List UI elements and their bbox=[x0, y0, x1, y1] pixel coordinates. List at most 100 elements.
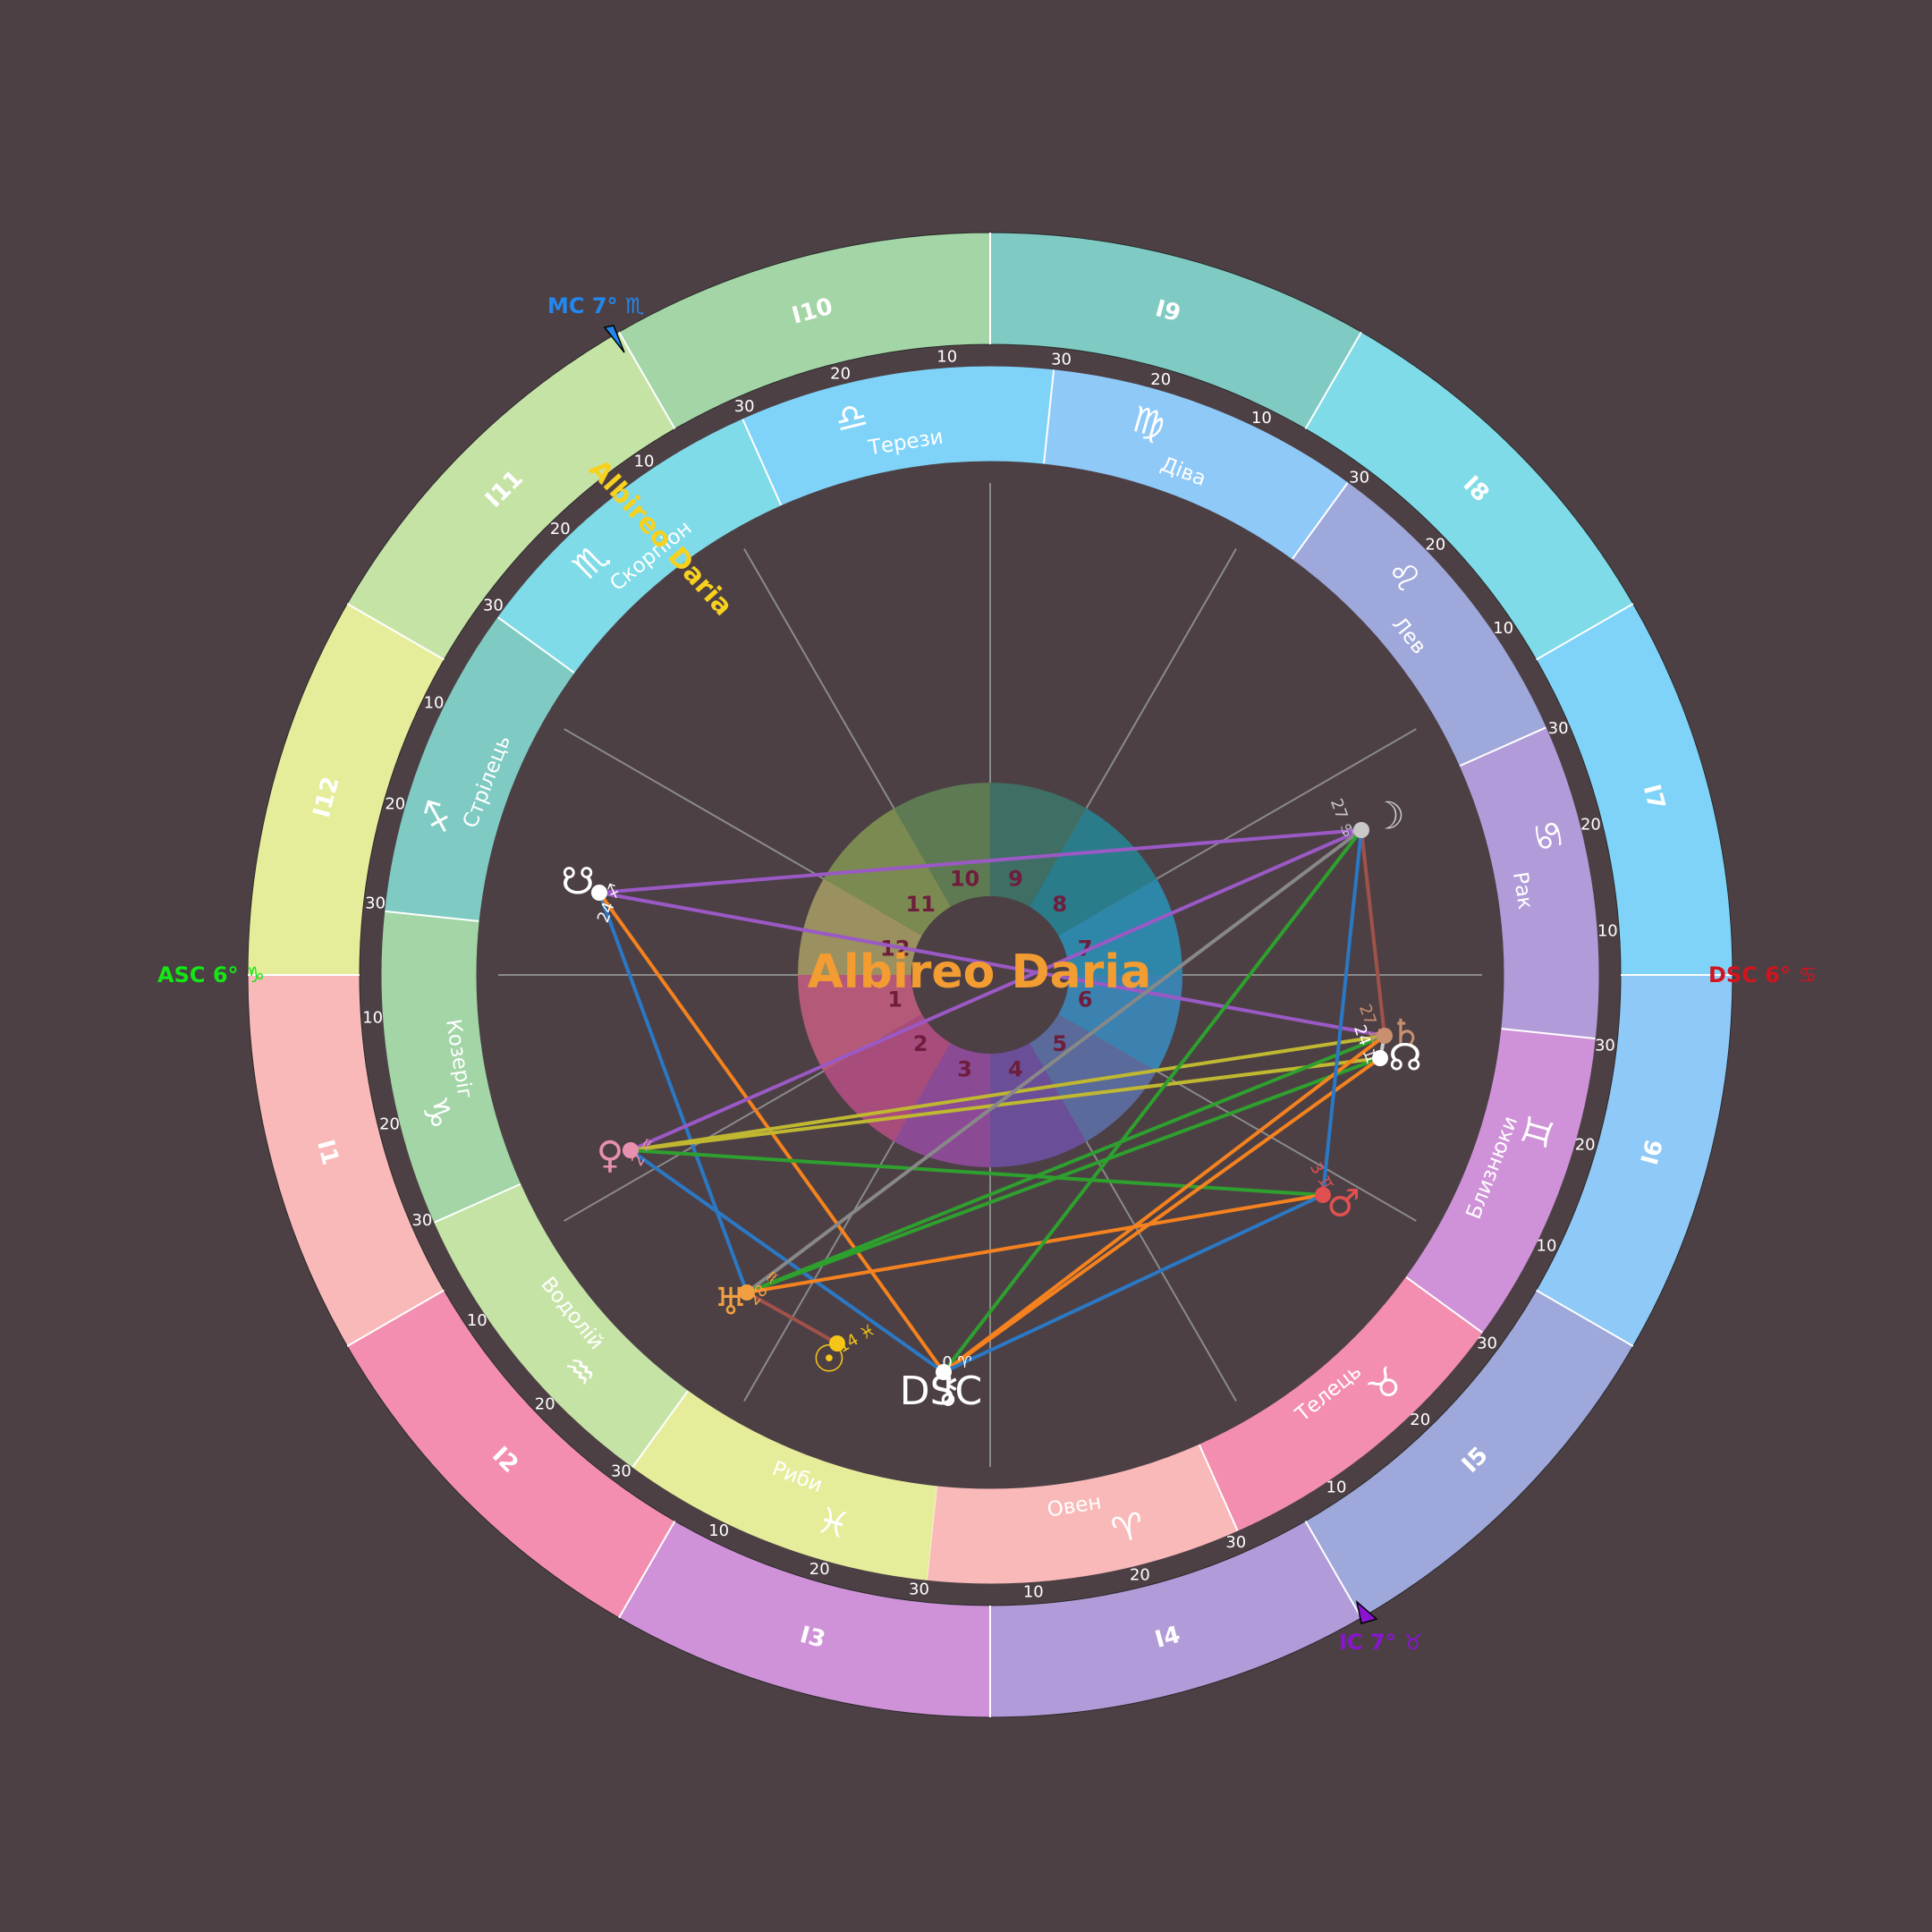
aspect-line bbox=[745, 828, 1363, 1294]
inner-house-sector bbox=[990, 783, 1087, 907]
house-spokes bbox=[498, 483, 1482, 1467]
degree-tick-label: 30 bbox=[734, 397, 755, 416]
dsc-label: DSC 6° ♋ bbox=[1708, 962, 1818, 987]
sign-divider bbox=[1198, 1444, 1239, 1531]
aspect-line bbox=[629, 828, 1363, 1152]
aspect-line bbox=[597, 891, 1386, 1038]
inner-house-number: 4 bbox=[1008, 1056, 1023, 1081]
degree-tick-label: 30 bbox=[1595, 1037, 1615, 1055]
degree-tick-label: 20 bbox=[1575, 1136, 1596, 1155]
degree-tick-label: 10 bbox=[1023, 1582, 1044, 1601]
aspect-line bbox=[745, 1291, 839, 1345]
degree-tick-label: 10 bbox=[634, 452, 655, 470]
aspect-line bbox=[745, 1193, 1325, 1294]
node-south-icon: ☋ bbox=[561, 860, 594, 903]
outer-house-divider bbox=[618, 331, 676, 429]
moon-icon: ☽ bbox=[1371, 794, 1405, 838]
aspect-line bbox=[597, 828, 1363, 894]
degree-tick-label: 30 bbox=[365, 894, 386, 912]
misc-label: DSC bbox=[900, 1368, 983, 1414]
degree-tick-label: 20 bbox=[550, 520, 571, 538]
degree-tick-label: 10 bbox=[936, 348, 957, 367]
sign-divider bbox=[1292, 482, 1349, 560]
aspect-line bbox=[629, 1148, 1325, 1197]
aspect-line bbox=[942, 1056, 1382, 1374]
degree-tick-label: 10 bbox=[1326, 1479, 1347, 1497]
degree-tick-label: 30 bbox=[411, 1211, 432, 1230]
aspect-line bbox=[942, 1193, 1325, 1374]
planet-marker bbox=[623, 1142, 639, 1158]
outer-house-divider bbox=[618, 1521, 676, 1619]
inner-house-number: 3 bbox=[957, 1056, 972, 1081]
mc-pointer-icon bbox=[603, 325, 625, 353]
aspect-line bbox=[597, 891, 749, 1294]
sign-divider bbox=[385, 910, 479, 922]
degree-tick-label: 20 bbox=[809, 1560, 830, 1579]
ic-pointer-icon bbox=[1355, 1599, 1378, 1624]
mars-icon: ♂ bbox=[1326, 1182, 1360, 1225]
degree-tick-label: 20 bbox=[1130, 1565, 1150, 1584]
degree-tick-label: 20 bbox=[1150, 370, 1171, 389]
inner-house-sector bbox=[894, 1043, 990, 1167]
planet-marker bbox=[1372, 1050, 1388, 1066]
sign-divider bbox=[741, 419, 783, 506]
inner-house-sector bbox=[1030, 1014, 1157, 1142]
venus-icon: ♀ bbox=[597, 1133, 624, 1177]
planet-marker bbox=[1353, 822, 1369, 838]
inner-house-number: 11 bbox=[906, 892, 936, 917]
outer-house-divider bbox=[1536, 603, 1634, 661]
chart-title: Albireo Daria bbox=[808, 945, 1152, 999]
degree-tick-label: 20 bbox=[535, 1395, 555, 1414]
sign-divider bbox=[1459, 726, 1546, 767]
sign-divider bbox=[1043, 369, 1055, 464]
aspect-line bbox=[745, 1056, 1382, 1294]
degree-tick-label: 30 bbox=[483, 596, 504, 614]
aspect-line bbox=[629, 1056, 1382, 1152]
asc-label: ASC 6° ♑ bbox=[157, 962, 265, 987]
degree-tick-label: 20 bbox=[830, 365, 851, 384]
sun-icon: ☉ bbox=[812, 1337, 846, 1381]
chiron-icon: ⚷ bbox=[935, 1368, 962, 1411]
uranus-icon: ♅ bbox=[714, 1280, 748, 1324]
degree-tick-label: 30 bbox=[611, 1462, 631, 1481]
inner-house-number: 6 bbox=[1078, 987, 1093, 1012]
planet-marker bbox=[591, 885, 607, 901]
degree-tick-label: 30 bbox=[909, 1580, 929, 1598]
inner-house-number: 10 bbox=[950, 867, 979, 892]
degree-tick-label: 30 bbox=[1477, 1335, 1497, 1353]
inner-house-sector bbox=[823, 1014, 951, 1142]
degree-tick-label: 20 bbox=[385, 794, 405, 813]
degree-tick-label: 10 bbox=[362, 1008, 383, 1027]
degree-tick-label: 30 bbox=[1225, 1533, 1246, 1552]
node-north-icon: ☊ bbox=[1388, 1036, 1421, 1080]
outer-house-divider bbox=[1536, 1289, 1634, 1347]
planet-marker bbox=[739, 1284, 755, 1301]
chart-angles: ASC 6° ♑ DSC 6° ♋ MC 7° ♏ IC 7° ♉ bbox=[157, 293, 1818, 1655]
inner-house-sector bbox=[1058, 975, 1182, 1072]
aspect-line bbox=[745, 1034, 1386, 1294]
degree-ticks: 10 20 30 10 20 30 10 20 30 10 20 30 10 20 30 10 20 30 10 20… bbox=[362, 348, 1618, 1602]
aspect-lines bbox=[597, 828, 1386, 1374]
outer-house-divider bbox=[1304, 331, 1362, 429]
degree-tick-label: 10 bbox=[708, 1521, 729, 1540]
outer-house-divider bbox=[1304, 1521, 1362, 1619]
inner-house-sector bbox=[823, 808, 951, 936]
degree-tick-label: 10 bbox=[1493, 619, 1513, 638]
degree-tick-label: 20 bbox=[379, 1114, 400, 1133]
degree-tick-label: 10 bbox=[1251, 409, 1272, 428]
inner-house-sector bbox=[798, 975, 922, 1072]
degree-tick-label: 20 bbox=[1410, 1411, 1430, 1429]
degree-tick-label: 10 bbox=[1597, 922, 1618, 941]
degree-tick-label: 10 bbox=[467, 1311, 487, 1330]
inner-house-sector bbox=[1030, 808, 1157, 936]
sign-divider bbox=[497, 616, 575, 674]
inner-house-sector bbox=[990, 1043, 1087, 1167]
zodiac-ring: ♈Овен♉Телець♊Близнюки♋Рак♌Лев♍Діва♎Терез… bbox=[381, 366, 1599, 1584]
outer-house-divider bbox=[346, 1289, 445, 1347]
planet-marker bbox=[1315, 1187, 1331, 1203]
inner-house-number: 5 bbox=[1052, 1031, 1067, 1056]
inner-house-number: 2 bbox=[913, 1031, 928, 1056]
